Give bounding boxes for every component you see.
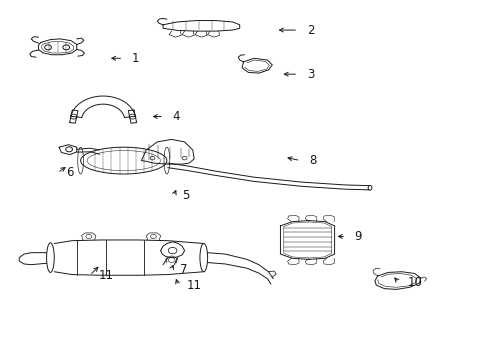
Text: 2: 2 (306, 23, 314, 37)
Text: 4: 4 (172, 110, 180, 123)
Text: 6: 6 (66, 166, 74, 179)
Text: 11: 11 (186, 279, 202, 292)
Text: 3: 3 (306, 68, 313, 81)
Text: 1: 1 (132, 52, 139, 65)
Text: 11: 11 (98, 269, 113, 282)
Text: 7: 7 (180, 264, 187, 276)
Text: 10: 10 (407, 276, 422, 289)
Text: 5: 5 (182, 189, 189, 202)
Text: 8: 8 (308, 154, 316, 167)
Text: 9: 9 (354, 230, 362, 243)
